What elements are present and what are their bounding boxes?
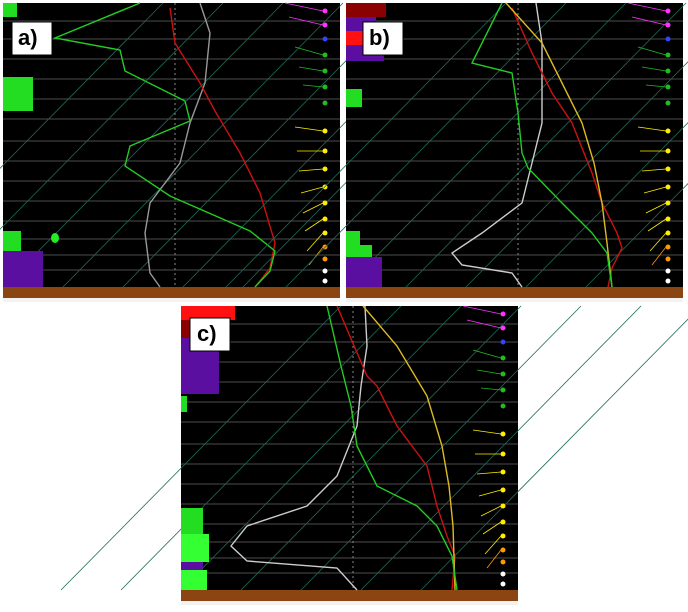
dewpoint-curve <box>470 2 613 288</box>
label-box <box>11 21 53 56</box>
label-box <box>362 21 404 56</box>
panel-a: a) <box>0 2 524 303</box>
sounding-background <box>60 305 688 606</box>
cloud-bar <box>181 534 209 562</box>
cloud-bar <box>181 396 187 412</box>
cloud-bar <box>181 306 235 320</box>
cloud-bar <box>3 251 43 287</box>
cloud-bar <box>3 231 21 251</box>
cloud-bar <box>346 257 382 287</box>
panel-label: c) <box>197 321 217 346</box>
cloud-bar <box>181 570 207 590</box>
cloud-bar <box>346 3 386 17</box>
cloud-bar <box>181 562 203 570</box>
dewpoint-curve <box>326 305 458 591</box>
cloud-bar <box>3 77 33 111</box>
cloud-bar <box>346 231 360 245</box>
temperature-curve <box>511 7 623 288</box>
parcel-curve <box>505 2 613 288</box>
cloud-bar <box>181 508 203 534</box>
cloud-bar <box>3 3 17 17</box>
gray-curve <box>230 305 368 591</box>
dewpoint-curve <box>52 2 276 288</box>
panel-c: c) <box>60 305 688 606</box>
gray-curve <box>450 2 543 288</box>
temperature-curve <box>169 7 276 288</box>
panel-label: b) <box>369 25 390 50</box>
label-box <box>189 317 231 352</box>
panel-b: b) <box>225 2 688 303</box>
cloud-bar <box>346 89 362 107</box>
marker <box>51 233 59 243</box>
cloud-bar <box>346 245 372 257</box>
panel-label: a) <box>18 25 38 50</box>
temperature-curve <box>336 305 456 591</box>
parcel-curve <box>362 305 456 591</box>
gray-curve <box>144 2 211 288</box>
